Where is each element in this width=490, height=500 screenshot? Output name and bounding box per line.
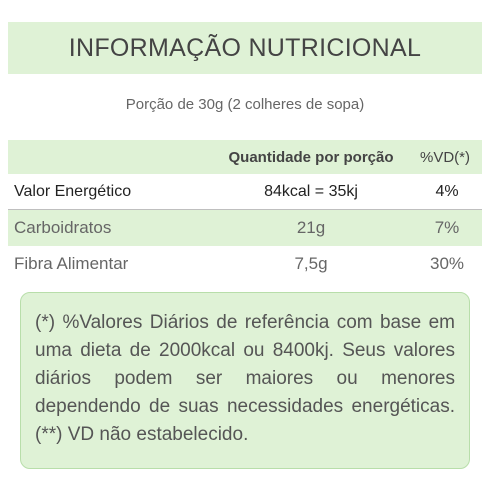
page-title: INFORMAÇÃO NUTRICIONAL [68,33,422,62]
nutrient-quantity: 84kcal = 35kj [264,182,358,200]
column-header-vd: %VD(*) [420,148,471,166]
nutrient-quantity: 21g [296,218,326,237]
nutrient-name: Fibra Alimentar [14,254,129,273]
nutrient-name: Valor Energético [14,182,132,200]
portion-size: Porção de 30g (2 colheres de sopa) [125,96,365,113]
table-header-row: Quantidade por porção %VD(*) [8,140,482,174]
nutrient-name: Carboidratos [14,218,112,237]
nutrient-vd: 7% [434,218,460,237]
table-row-energy: Valor Energético 84kcal = 35kj 4% [8,174,482,210]
nutrition-table: Quantidade por porção %VD(*) Valor Energ… [8,140,482,282]
column-header-quantity: Quantidade por porção [228,148,394,166]
footnote-text: (*) %Valores Diários de referência com b… [35,312,455,445]
table-row-fiber: Fibra Alimentar 7,5g 30% [8,246,482,282]
nutrient-quantity: 7,5g [294,254,328,273]
nutrient-vd: 30% [429,254,465,273]
title-band: INFORMAÇÃO NUTRICIONAL [0,0,490,80]
nutrient-vd: 4% [435,182,459,200]
table-row-carbs: Carboidratos 21g 7% [8,210,482,246]
title-banner: INFORMAÇÃO NUTRICIONAL [8,22,482,74]
footnote-box: (*) %Valores Diários de referência com b… [20,292,470,469]
